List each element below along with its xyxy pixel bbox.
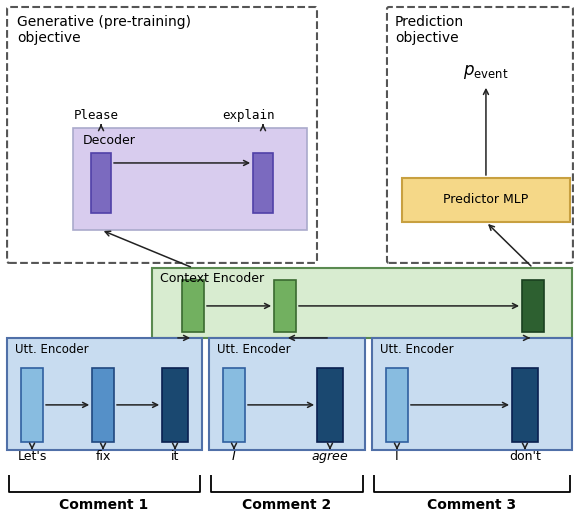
Text: Comment 3: Comment 3: [427, 498, 517, 512]
Text: $I$: $I$: [231, 450, 237, 463]
Bar: [274, 280, 296, 332]
Text: $agree$: $agree$: [311, 450, 349, 465]
Bar: [21, 368, 43, 442]
Text: don't: don't: [509, 450, 541, 463]
Text: Generative (pre-training)
objective: Generative (pre-training) objective: [17, 15, 191, 45]
Text: I: I: [395, 450, 399, 463]
Bar: [512, 368, 538, 442]
Text: Context Encoder: Context Encoder: [160, 272, 264, 285]
Text: explain: explain: [222, 109, 274, 122]
Text: Predictor MLP: Predictor MLP: [443, 194, 528, 206]
Bar: [223, 368, 245, 442]
Bar: [152, 268, 572, 338]
Bar: [209, 338, 365, 450]
Bar: [91, 153, 111, 213]
Text: Prediction
objective: Prediction objective: [395, 15, 464, 45]
Text: it: it: [171, 450, 179, 463]
Bar: [372, 338, 572, 450]
Text: Utt. Encoder: Utt. Encoder: [15, 343, 89, 356]
Bar: [253, 153, 273, 213]
Text: $p_\mathrm{event}$: $p_\mathrm{event}$: [463, 63, 509, 81]
Text: Comment 1: Comment 1: [59, 498, 148, 512]
Text: Comment 2: Comment 2: [242, 498, 332, 512]
Bar: [386, 368, 408, 442]
Text: Please: Please: [74, 109, 118, 122]
Bar: [73, 128, 307, 230]
Text: Utt. Encoder: Utt. Encoder: [380, 343, 454, 356]
Bar: [92, 368, 114, 442]
Bar: [182, 280, 204, 332]
Bar: [522, 280, 544, 332]
Bar: [162, 368, 188, 442]
Text: Decoder: Decoder: [83, 134, 136, 147]
Text: fix: fix: [95, 450, 111, 463]
Text: Utt. Encoder: Utt. Encoder: [217, 343, 291, 356]
Bar: [402, 178, 570, 222]
Bar: [7, 338, 202, 450]
Text: Let's: Let's: [17, 450, 47, 463]
Bar: [317, 368, 343, 442]
